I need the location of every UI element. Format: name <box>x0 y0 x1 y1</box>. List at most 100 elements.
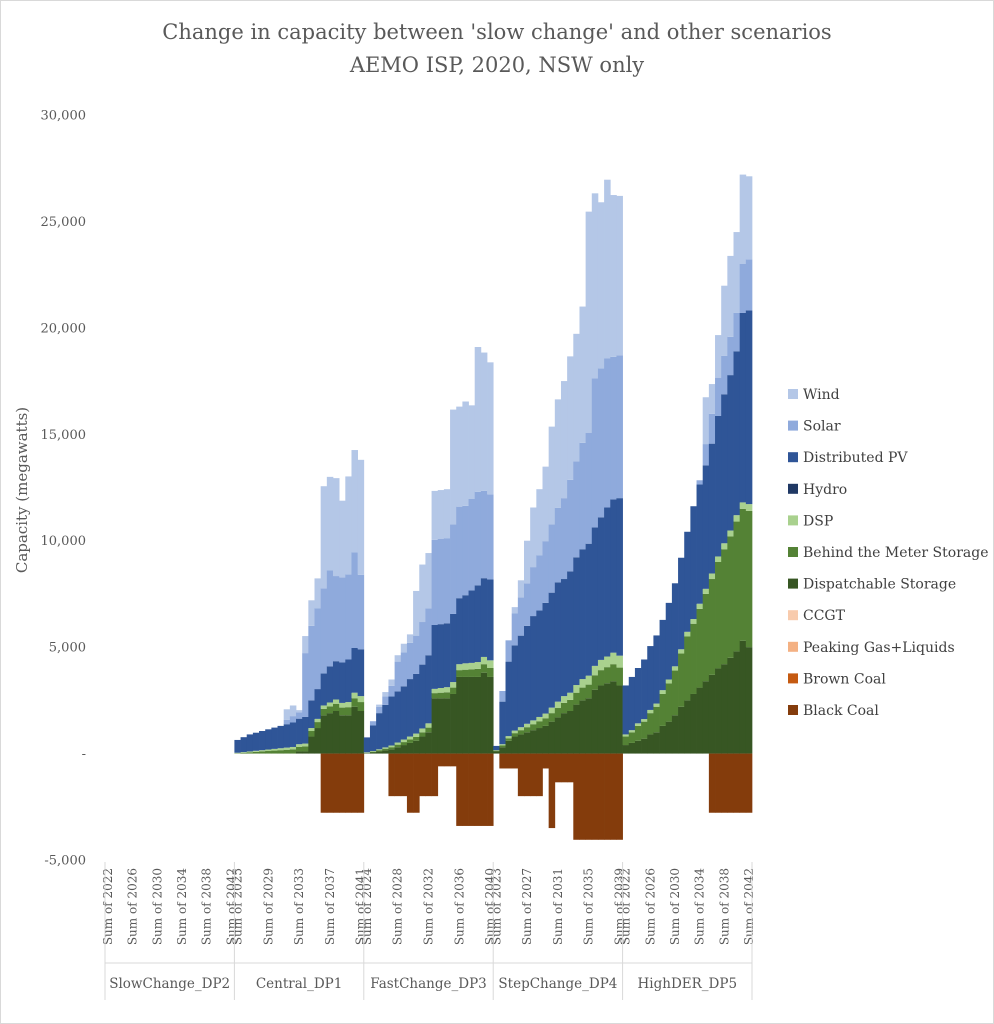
bar-wind <box>604 179 611 359</box>
bar-dispatchable-storage <box>406 742 414 754</box>
bar-wind <box>536 489 543 556</box>
bar-wind <box>548 426 556 525</box>
bar-dispatchable-storage <box>450 693 457 754</box>
series-group-central-dp1 <box>234 450 365 813</box>
bar-dsp <box>524 723 531 728</box>
bar-behind-the-meter-storage <box>376 750 383 752</box>
bar-dispatchable-storage <box>733 651 741 754</box>
bar-dsp <box>314 718 322 723</box>
x-tick-label: Sum of 2026 <box>643 868 657 945</box>
bar-dsp <box>357 696 365 703</box>
bar-dsp <box>745 504 753 511</box>
bar-behind-the-meter-storage <box>517 730 525 735</box>
bar-black-coal <box>320 753 328 813</box>
bar-black-coal <box>400 753 408 797</box>
bar-dispatchable-storage <box>727 657 734 754</box>
bar-behind-the-meter-storage <box>591 675 599 690</box>
bar-dsp <box>400 739 408 743</box>
bar-solar <box>708 413 716 444</box>
bar-dispatchable-storage <box>339 715 346 754</box>
bar-dsp <box>425 723 432 728</box>
bar-distributed-pv <box>259 731 266 751</box>
bar-distributed-pv <box>252 732 260 751</box>
bar-solar <box>487 494 494 580</box>
bar-dsp <box>437 688 445 693</box>
bar-wind <box>708 384 716 414</box>
bar-solar <box>413 635 420 674</box>
bar-black-coal <box>474 753 482 826</box>
bar-wind <box>308 600 315 626</box>
bar-dispatchable-storage <box>382 750 389 754</box>
bar-behind-the-meter-storage <box>721 549 728 665</box>
bar-black-coal <box>739 753 747 813</box>
bar-distributed-pv <box>339 662 346 703</box>
bar-solar <box>388 685 395 697</box>
bar-behind-the-meter-storage <box>480 664 488 673</box>
bar-dsp <box>542 713 550 719</box>
bar-dispatchable-storage <box>517 734 525 754</box>
bar-dispatchable-storage <box>684 700 691 754</box>
bar-dsp <box>443 687 451 693</box>
y-tick-label: 10,000 <box>41 534 87 549</box>
bar-distributed-pv <box>665 602 673 680</box>
bar-wind <box>357 459 365 575</box>
x-tick-label: Sum of 2023 <box>489 868 503 945</box>
bar-distributed-pv <box>684 531 691 632</box>
bar-solar <box>548 524 556 593</box>
x-tick-label: Sum of 2027 <box>520 868 534 945</box>
bar-dispatchable-storage <box>696 687 704 754</box>
bar-wind <box>511 607 519 614</box>
bar-black-coal <box>517 753 525 797</box>
bar-solar <box>560 498 568 580</box>
bar-dsp <box>474 662 482 669</box>
bar-solar <box>326 570 334 667</box>
bar-dsp <box>302 743 309 747</box>
bar-wind <box>616 195 623 356</box>
bar-behind-the-meter-storage <box>678 653 685 707</box>
bar-dsp <box>388 745 395 748</box>
bar-distributed-pv <box>499 701 506 745</box>
bar-solar <box>339 577 346 663</box>
bar-wind <box>585 211 593 434</box>
legend-swatch-brown-coal <box>788 673 798 684</box>
bar-dispatchable-storage <box>437 698 445 754</box>
legend-label-solar: Solar <box>803 419 841 435</box>
bar-wind <box>289 705 297 717</box>
legend-swatch-hydro <box>788 483 798 494</box>
bar-distributed-pv <box>721 394 728 544</box>
bar-black-coal <box>505 753 513 769</box>
bar-dispatchable-storage <box>579 700 586 754</box>
bar-dsp <box>369 751 377 752</box>
bar-dispatchable-storage <box>542 725 550 754</box>
bar-behind-the-meter-storage <box>308 731 315 737</box>
bar-behind-the-meter-storage <box>616 667 623 686</box>
legend-swatch-wind <box>788 389 798 399</box>
bar-dsp <box>610 652 617 665</box>
bar-wind <box>721 285 728 356</box>
bar-solar <box>320 588 328 674</box>
bar-solar <box>739 264 747 313</box>
bar-behind-the-meter-storage <box>296 746 303 752</box>
bar-distributed-pv <box>622 685 630 735</box>
bar-behind-the-meter-storage <box>468 669 476 677</box>
bar-behind-the-meter-storage <box>283 749 291 754</box>
bar-black-coal <box>431 753 439 797</box>
bar-solar <box>351 552 358 648</box>
bar-dsp <box>468 662 476 670</box>
bar-dsp <box>690 619 697 624</box>
bar-dispatchable-storage <box>505 740 513 754</box>
bar-distributed-pv <box>597 517 605 660</box>
bar-dsp <box>739 502 747 509</box>
bar-wind <box>524 540 531 584</box>
legend-label-dsp: DSP <box>803 513 833 529</box>
bar-solar <box>400 652 408 687</box>
bar-solar <box>542 541 550 603</box>
y-tick-label: 25,000 <box>41 215 87 230</box>
bar-wind <box>431 490 439 540</box>
bar-dsp <box>462 663 469 670</box>
bar-behind-the-meter-storage <box>456 670 463 677</box>
legend-label-peaking-gas-liquids: Peaking Gas+Liquids <box>803 640 955 656</box>
bar-dsp <box>296 744 303 747</box>
bar-solar <box>382 696 389 705</box>
bar-distributed-pv <box>376 713 383 750</box>
